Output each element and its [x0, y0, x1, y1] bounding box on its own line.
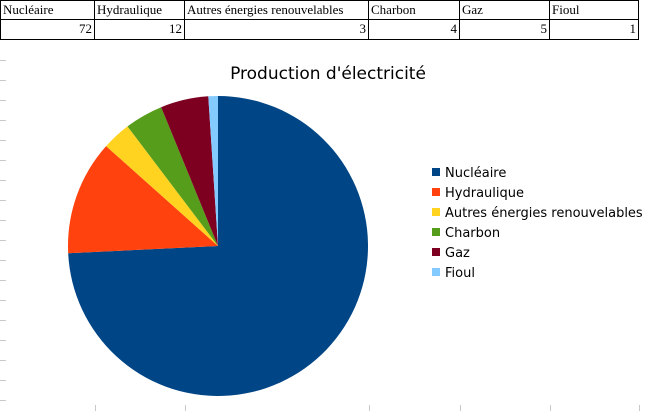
- gridline-tick: [0, 280, 6, 281]
- legend-label: Nucléaire: [445, 166, 506, 181]
- table-value-cell[interactable]: 3: [185, 20, 369, 40]
- legend-swatch: [432, 248, 440, 256]
- table-value-cell[interactable]: 4: [369, 20, 460, 40]
- gridline-tick: [460, 405, 461, 411]
- pie-slice-4[interactable]: [161, 96, 218, 246]
- pie-slices: [68, 95, 369, 396]
- legend-swatch: [432, 208, 440, 216]
- table-header-cell[interactable]: Gaz: [460, 0, 550, 20]
- table-value-cell[interactable]: 72: [0, 20, 95, 40]
- gridline-tick: [0, 380, 6, 381]
- gridline-tick: [0, 300, 6, 301]
- table-value-cell[interactable]: 5: [460, 20, 550, 40]
- gridline-tick: [0, 220, 6, 221]
- gridline-tick: [0, 100, 6, 101]
- table-header-cell[interactable]: Autres énergies renouvelables: [185, 0, 369, 20]
- gridline-tick: [0, 120, 6, 121]
- legend-swatch: [432, 188, 440, 196]
- table-header-cell[interactable]: Charbon: [369, 0, 460, 20]
- table-value-cell[interactable]: 12: [95, 20, 185, 40]
- gridline-tick: [0, 360, 6, 361]
- table-header-cell[interactable]: Fioul: [550, 0, 639, 20]
- pie-slice-5[interactable]: [208, 95, 218, 246]
- legend-label: Gaz: [445, 246, 470, 261]
- gridline-tick: [369, 405, 370, 411]
- legend-swatch: [432, 268, 440, 276]
- pie-slice-0[interactable]: [68, 96, 369, 396]
- legend-label: Autres énergies renouvelables: [445, 206, 643, 221]
- table-header-cell[interactable]: Hydraulique: [95, 0, 185, 20]
- gridline-tick: [0, 340, 6, 341]
- gridline-tick: [0, 180, 6, 181]
- legend-label: Fioul: [445, 266, 475, 281]
- pie-slice-2[interactable]: [106, 126, 218, 246]
- legend-label: Hydraulique: [445, 186, 524, 201]
- gridline-tick: [185, 405, 186, 411]
- legend-swatch: [432, 168, 440, 176]
- gridline-tick: [0, 140, 6, 141]
- table-header-cell[interactable]: Nucléaire: [0, 0, 95, 20]
- gridline-tick: [0, 60, 6, 61]
- table-value-cell[interactable]: 1: [550, 20, 639, 40]
- gridline-tick: [0, 400, 6, 401]
- chart-title: Production d'électricité: [230, 64, 426, 84]
- gridline-tick: [0, 260, 6, 261]
- gridline-tick: [0, 320, 6, 321]
- gridline-tick: [0, 200, 6, 201]
- gridline-tick: [550, 405, 551, 411]
- gridline-tick: [95, 405, 96, 411]
- legend-label: Charbon: [445, 226, 500, 241]
- gridline-tick: [0, 240, 6, 241]
- chart-legend[interactable]: Nucléaire Hydraulique Autres énergies reno…: [432, 166, 643, 281]
- gridline-tick: [0, 80, 6, 81]
- pie-slice-3[interactable]: [127, 107, 218, 246]
- pie-slice-1[interactable]: [68, 146, 219, 254]
- legend-swatch: [432, 228, 440, 236]
- gridline-tick: [0, 160, 6, 161]
- gridline-tick: [639, 405, 640, 411]
